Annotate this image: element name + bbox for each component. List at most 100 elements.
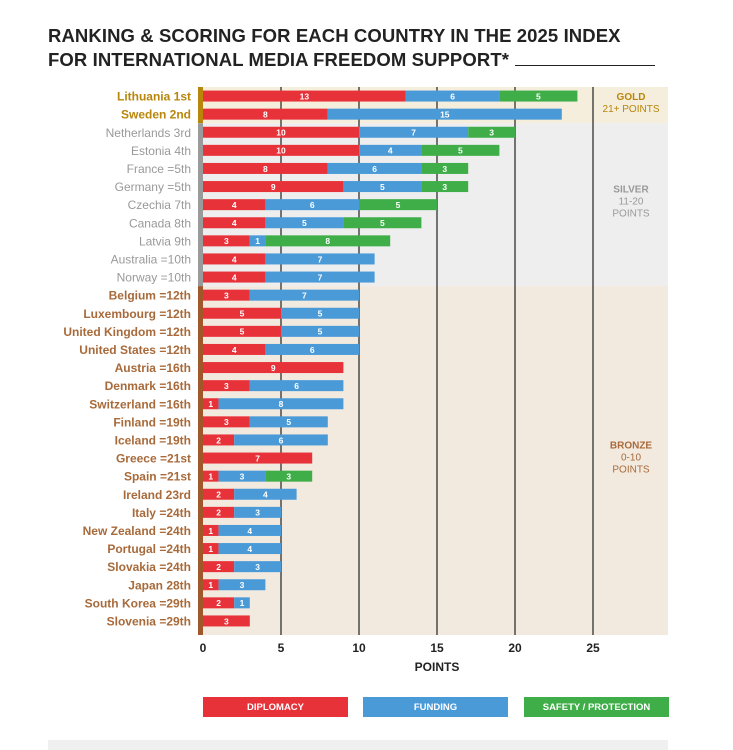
bar-diplomacy — [203, 398, 219, 410]
bar-value-label: 3 — [224, 417, 229, 427]
band-marker-gold — [198, 87, 203, 124]
bar-funding — [234, 488, 297, 500]
country-label: United Kingdom =12th — [63, 325, 191, 339]
band-label: SILVER — [613, 185, 649, 196]
bar-funding — [265, 271, 375, 283]
country-label: Ireland 23rd — [123, 488, 191, 502]
bar-value-label: 5 — [458, 146, 463, 156]
bar-value-label: 5 — [380, 218, 385, 228]
bar-safety-protection — [499, 90, 578, 102]
country-label: Denmark =16th — [105, 379, 191, 393]
bar-diplomacy — [203, 90, 406, 102]
bar-value-label: 3 — [240, 580, 245, 590]
band-label: GOLD — [617, 92, 646, 103]
country-label: Australia =10th — [111, 252, 191, 266]
bar-value-label: 4 — [247, 544, 252, 554]
bar-funding — [249, 380, 344, 392]
bar-diplomacy — [203, 325, 281, 337]
bar-safety-protection — [421, 181, 469, 193]
bar-value-label: 8 — [263, 109, 268, 119]
bar-value-label: 6 — [294, 381, 299, 391]
bar-value-label: 8 — [279, 399, 284, 409]
bar-value-label: 3 — [224, 381, 229, 391]
country-label: Spain =21st — [124, 470, 191, 484]
band-range-2: POINTS — [612, 465, 650, 476]
country-label: New Zealand =24th — [83, 524, 191, 538]
bar-diplomacy — [203, 543, 219, 555]
bar-value-label: 7 — [255, 453, 260, 463]
x-tick-label: 5 — [278, 641, 285, 655]
country-label: Finland =19th — [113, 415, 191, 429]
country-label: Iceland =19th — [115, 433, 191, 447]
bar-diplomacy — [203, 162, 328, 174]
country-label: Sweden 2nd — [121, 108, 191, 122]
bar-funding — [234, 597, 250, 609]
bar-value-label: 5 — [396, 200, 401, 210]
country-label: Germany =5th — [115, 180, 191, 194]
bar-funding — [265, 217, 344, 229]
bar-value-label: 5 — [286, 417, 291, 427]
country-label: Luxembourg =12th — [83, 307, 191, 321]
footer-strip — [48, 740, 668, 750]
band-range: 21+ POINTS — [603, 104, 660, 115]
bar-funding — [359, 126, 469, 138]
bar-diplomacy — [203, 343, 266, 355]
bar-value-label: 1 — [208, 544, 213, 554]
band-range-2: POINTS — [612, 209, 650, 220]
bar-value-label: 4 — [247, 526, 252, 536]
bar-value-label: 7 — [318, 254, 323, 264]
title-underline — [515, 65, 656, 66]
bar-value-label: 5 — [240, 309, 245, 319]
bar-diplomacy — [203, 615, 250, 627]
bar-value-label: 6 — [310, 345, 315, 355]
bar-value-label: 2 — [216, 490, 221, 500]
x-tick-label: 10 — [352, 641, 366, 655]
bar-value-label: 5 — [536, 91, 541, 101]
bar-value-label: 4 — [232, 272, 237, 282]
legend-item-funding: FUNDING — [363, 697, 508, 717]
country-label: Czechia 7th — [128, 198, 191, 212]
bar-diplomacy — [203, 108, 328, 120]
bar-diplomacy — [203, 199, 266, 211]
bar-value-label: 4 — [388, 146, 393, 156]
bar-value-label: 15 — [440, 109, 450, 119]
bar-diplomacy — [203, 307, 281, 319]
bar-value-label: 2 — [216, 435, 221, 445]
bar-diplomacy — [203, 235, 250, 247]
country-label: Lithuania 1st — [117, 90, 191, 104]
bar-value-label: 3 — [255, 508, 260, 518]
bar-value-label: 13 — [300, 91, 310, 101]
bar-value-label: 3 — [224, 290, 229, 300]
bar-diplomacy — [203, 579, 219, 591]
legend-item-safety-protection: SAFETY / PROTECTION — [524, 697, 669, 717]
band-range: 0-10 — [621, 453, 641, 464]
bar-funding — [265, 253, 375, 265]
country-label: Norway =10th — [117, 271, 191, 285]
country-label: Italy =24th — [132, 506, 191, 520]
bar-diplomacy — [203, 253, 266, 265]
bar-diplomacy — [203, 416, 250, 428]
bar-value-label: 7 — [302, 290, 307, 300]
country-label: Latvia 9th — [139, 234, 191, 248]
bar-funding — [281, 325, 359, 337]
country-label: South Korea =29th — [85, 596, 191, 610]
country-label: Estonia 4th — [131, 144, 191, 158]
bar-funding — [234, 561, 281, 573]
bar-funding — [405, 90, 500, 102]
x-tick-label: 15 — [430, 641, 444, 655]
bar-funding — [327, 162, 422, 174]
x-tick-label: 25 — [586, 641, 600, 655]
bar-funding — [218, 470, 266, 482]
bar-diplomacy — [203, 181, 344, 193]
country-label: United States =12th — [79, 343, 191, 357]
bar-diplomacy — [203, 289, 250, 301]
bar-value-label: 1 — [208, 471, 213, 481]
country-label: Switzerland =16th — [89, 397, 191, 411]
country-label: Austria =16th — [115, 361, 191, 375]
bar-diplomacy — [203, 217, 266, 229]
bar-funding — [218, 579, 266, 591]
title-line-2: FOR INTERNATIONAL MEDIA FREEDOM SUPPORT* — [48, 49, 510, 70]
x-tick-label: 0 — [200, 641, 207, 655]
x-axis-title: POINTS — [415, 660, 460, 674]
bar-diplomacy — [203, 271, 266, 283]
